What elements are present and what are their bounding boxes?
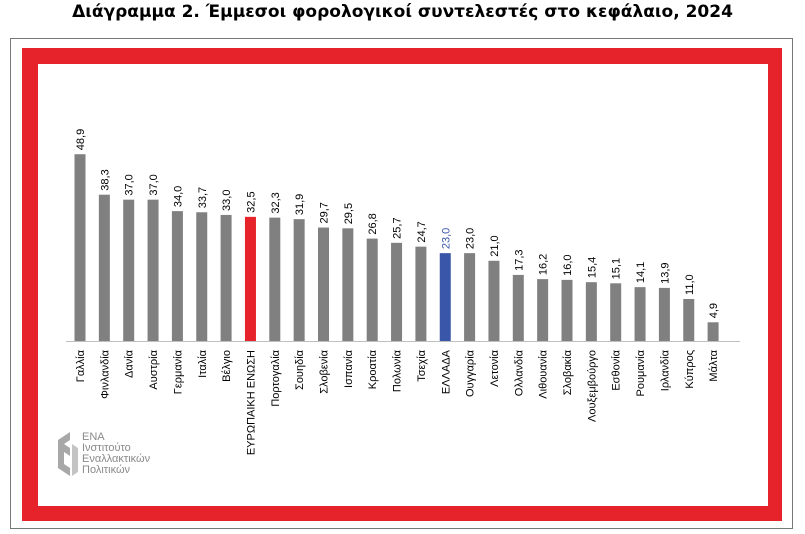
bar: [220, 214, 232, 341]
data-label: 34,0: [172, 186, 184, 207]
bar: [269, 217, 281, 341]
data-label: 23,0: [465, 228, 477, 249]
data-label: 15,1: [611, 258, 623, 279]
category-label: Ιρλανδία: [659, 349, 671, 391]
bar: [585, 282, 597, 341]
ena-logo-icon: [58, 432, 78, 476]
data-label: 17,3: [513, 249, 525, 270]
bar: [415, 246, 427, 341]
category-label: Σλοβενία: [319, 349, 331, 393]
category-label: Τσεχία: [416, 349, 428, 381]
category-label: Εσθονία: [611, 349, 623, 390]
category-label: Σουηδία: [294, 349, 306, 390]
chart-plot-panel: [38, 64, 768, 506]
bar: [366, 238, 378, 341]
category-label: Γερμανία: [172, 349, 184, 394]
category-label: Αυστρία: [148, 349, 160, 389]
logo-line-2: Εναλλακτικών: [82, 453, 151, 465]
data-label: 37,0: [124, 174, 136, 195]
logo-line-3: Πολιτικών: [82, 464, 131, 476]
bar: [439, 253, 451, 341]
category-label: ΕΥΡΩΠΑΙΚΗ ΕΝΩΣΗ: [245, 350, 257, 455]
data-label: 29,7: [319, 202, 331, 223]
category-label: Λετονία: [489, 349, 501, 387]
data-label: 33,7: [197, 187, 209, 208]
category-label: Ισπανία: [343, 349, 355, 388]
chart-title: Διάγραμμα 2. Έμμεσοι φορολογικοί συντελε…: [72, 2, 733, 22]
data-label: 24,7: [416, 221, 428, 242]
category-label: Κύπρος: [684, 350, 696, 389]
category-label: Ολλανδία: [513, 349, 525, 396]
data-label: 14,1: [635, 262, 647, 283]
category-label: Πολωνία: [392, 349, 404, 392]
bar: [707, 322, 719, 341]
bar: [74, 154, 86, 341]
bar: [610, 283, 622, 341]
category-label: Σλοβακία: [562, 349, 574, 395]
bar: [512, 274, 524, 341]
data-label: 37,0: [148, 174, 160, 195]
data-label: 23,0: [440, 228, 452, 249]
data-label: 21,0: [489, 235, 501, 256]
bar: [98, 194, 110, 341]
data-label: 16,0: [562, 254, 574, 275]
data-label: 31,9: [294, 194, 306, 215]
logo-line-1: Ινστιτούτο: [82, 442, 131, 454]
category-label: Λιθουανία: [538, 349, 550, 398]
bar: [391, 242, 403, 341]
category-label: Ρουμανία: [635, 349, 647, 396]
bar: [658, 287, 670, 341]
bar: [147, 199, 159, 341]
data-label: 13,9: [659, 262, 671, 283]
data-label: 29,5: [343, 203, 355, 224]
category-label: Δανία: [124, 349, 136, 378]
bar: [683, 298, 695, 341]
logo-abbr: ΕΝΑ: [82, 431, 105, 443]
category-label: Λουξεμβούργο: [586, 350, 598, 422]
bar: [561, 279, 573, 341]
bar: [488, 260, 500, 341]
bar: [318, 227, 329, 341]
bar: [244, 216, 256, 341]
data-label: 25,7: [392, 217, 404, 238]
logo-text: ΕΝΑ Ινστιτούτο Εναλλακτικών Πολιτικών: [82, 432, 150, 476]
category-label: Κροατία: [367, 349, 379, 389]
data-label: 48,9: [75, 129, 87, 150]
category-label: ΕΛΛΑΔΑ: [440, 349, 452, 394]
bar: [342, 228, 354, 341]
category-label: Μάλτα: [708, 349, 720, 381]
bar: [634, 287, 646, 341]
data-label: 38,3: [99, 169, 111, 190]
bar: [196, 212, 208, 341]
category-label: Ιταλία: [197, 349, 209, 378]
category-label: Γαλλία: [75, 349, 87, 382]
category-label: Βέλγιο: [221, 350, 233, 382]
bar: [537, 279, 549, 341]
bar: [464, 253, 476, 341]
data-label: 32,3: [270, 192, 282, 213]
data-label: 16,2: [538, 254, 550, 275]
category-label: Φινλανδία: [99, 349, 111, 398]
bar: [293, 219, 305, 341]
bar: [171, 211, 183, 341]
data-label: 26,8: [367, 213, 379, 234]
category-label: Πορτογαλία: [270, 349, 282, 406]
data-label: 32,5: [245, 191, 257, 212]
data-label: 4,9: [708, 303, 720, 318]
category-label: Ουγγαρία: [465, 349, 477, 397]
data-label: 11,0: [684, 274, 696, 295]
data-label: 15,4: [586, 257, 598, 278]
data-label: 33,0: [221, 190, 233, 211]
bar: [123, 199, 135, 341]
